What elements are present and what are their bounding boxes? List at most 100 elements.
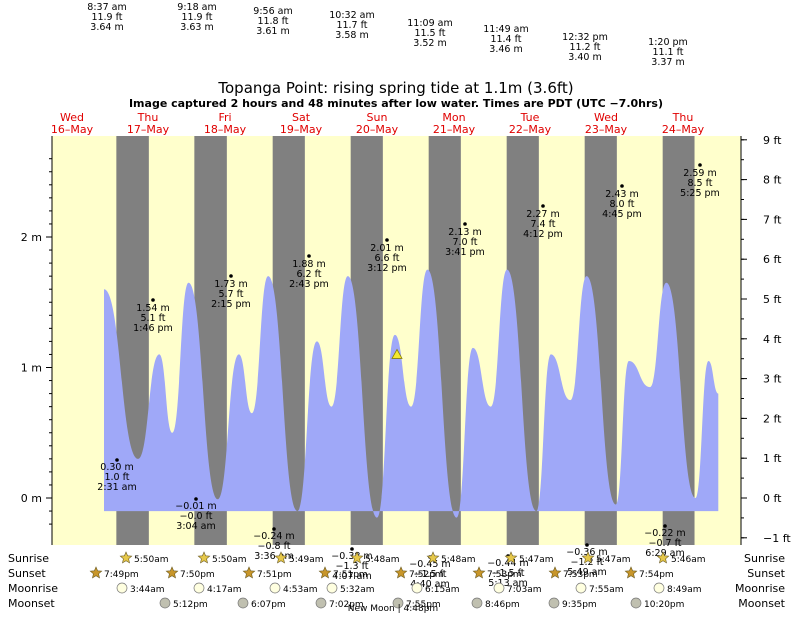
sunset-time: 7:51pm [257,570,292,580]
moonrise-icon [653,582,665,594]
left-tick-label: 1 m [21,362,42,375]
plot-area: 0.30 m1.0 ft2:31 am 1.54 m5.1 ft1:46 pm −0… [52,136,741,590]
extreme-time: 2:15 pm [211,299,251,310]
sunset-icon [624,566,638,579]
extreme-dot [663,524,667,528]
extreme-ft: 6.6 ft [374,253,399,264]
sunset-time: 7:50pm [180,570,215,580]
extreme-ft: −1.5 ft [492,568,525,579]
day-date: 19–May [280,123,323,136]
sunset-time: 7:49pm [104,570,139,580]
sunrise-icon [197,551,211,564]
moonset-time: 5:12pm [173,600,208,610]
extreme-dot [463,222,467,226]
extreme-time: 3:41 pm [445,247,485,258]
moonset-icon [315,597,327,609]
sunrise-time: 5:50am [134,555,169,565]
row-label-left: Sunset [8,567,46,580]
moonset-icon [548,597,560,609]
moonset-icon [471,597,483,609]
extreme-m: 1.88 m [292,259,325,270]
row-label-right: Sunrise [744,552,785,565]
sunrise-icon [581,551,595,564]
extreme-time: 5:49 am [567,567,606,578]
extreme-ft: 8.5 ft [687,178,712,189]
day-name: Mon [442,111,465,124]
sunset-icon [318,566,332,579]
moonrise-icon [493,582,505,594]
extreme-dot [541,204,545,208]
top-label-m: 3.63 m [180,22,213,33]
sunrise-time: 5:49am [289,555,324,565]
sunrise-time: 5:47am [519,555,554,565]
extreme-dot [698,163,702,167]
moonrise-icon [411,582,423,594]
extreme-time: 5:25 pm [680,188,720,199]
moonset-time: 6:07pm [251,600,286,610]
extreme-time: 2:31 am [97,482,136,493]
top-label-ft: 11.8 ft [257,16,288,27]
moonrise-time: 5:32am [340,585,375,595]
top-label-m: 3.52 m [413,38,446,49]
extreme-dot [385,238,389,242]
moonrise-time: 6:15am [425,585,460,595]
moonrise-icon [116,582,128,594]
extreme-time: 5:13 am [488,578,527,589]
moonrise-time: 8:49am [667,585,702,595]
row-label-left: Moonset [8,597,55,610]
top-label-m: 3.40 m [568,52,601,63]
top-label-ft: 11.5 ft [414,28,445,39]
day-date: 21–May [433,123,476,136]
extreme-m: 2.01 m [370,243,403,254]
extreme-m: −0.45 m [409,559,450,570]
moonrise-time: 4:17am [207,585,242,595]
sunrise-icon [504,551,518,564]
extreme-dot [307,254,311,258]
extreme-dot [229,274,233,278]
right-tick-label: −1 ft [763,532,791,545]
right-tick-label: 1 ft [763,452,782,465]
extreme-dot [585,543,589,547]
right-tick-label: 9 ft [763,134,782,147]
right-tick-label: 7 ft [763,213,782,226]
sunset-icon [242,566,256,579]
top-label-m: 3.46 m [489,44,522,55]
extreme-time: 4:12 pm [523,229,563,240]
moonrise-time: 7:55am [589,585,624,595]
extreme-time: 1:46 pm [133,323,173,334]
top-label-m: 3.37 m [651,57,684,68]
extreme-ft: 6.2 ft [296,269,321,280]
top-label-time: 11:49 am [483,24,528,35]
axes: 2 m 1 m 0 m 9 ft 8 ft 7 ft 6 ft 5 ft 4 ft 3 ft 2 f… [21,134,791,545]
moonset-time: 7:55pm [406,600,441,610]
extreme-dot [620,184,624,188]
moonset-icon [392,597,404,609]
day-name: Sat [292,111,311,124]
moonrise-time: 4:53am [283,585,318,595]
extreme-ft: −0.0 ft [180,511,213,522]
sunset-time: 7:53pm [487,570,522,580]
moonset-time: 7:02pm [329,600,364,610]
extreme-m: −0.24 m [253,531,294,542]
sunset-icon [165,566,179,579]
extreme-m: 2.13 m [448,227,481,238]
sunrise-time: 5:46am [671,555,706,565]
day-date: 24–May [662,123,705,136]
extreme-ft: −1.2 ft [571,557,604,568]
top-label-time: 8:37 am [87,2,126,13]
extreme-ft: −1.3 ft [336,561,369,572]
top-label-ft: 11.1 ft [652,47,683,58]
sunset-icon [548,566,562,579]
row-label-right: Sunset [747,567,785,580]
top-label-ft: 11.9 ft [181,12,212,23]
moonset-time: 10:20pm [644,600,684,610]
top-label-time: 9:56 am [253,6,292,17]
extreme-ft: −0.7 ft [649,538,682,549]
sunset-icon [89,566,103,579]
chart-title: Topanga Point: rising spring tide at 1.1… [217,79,573,97]
extreme-dot [194,497,198,501]
sunrise-icon [426,551,440,564]
chart-subtitle: Image captured 2 hours and 48 minutes af… [129,97,663,110]
